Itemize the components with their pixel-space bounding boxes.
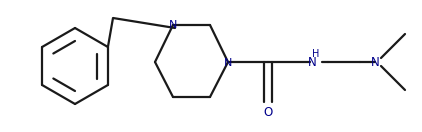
Text: O: O — [263, 105, 273, 119]
Text: N: N — [224, 58, 232, 68]
Text: N: N — [308, 55, 316, 69]
Text: H: H — [312, 49, 320, 59]
Text: N: N — [371, 55, 379, 69]
Text: N: N — [169, 20, 177, 30]
